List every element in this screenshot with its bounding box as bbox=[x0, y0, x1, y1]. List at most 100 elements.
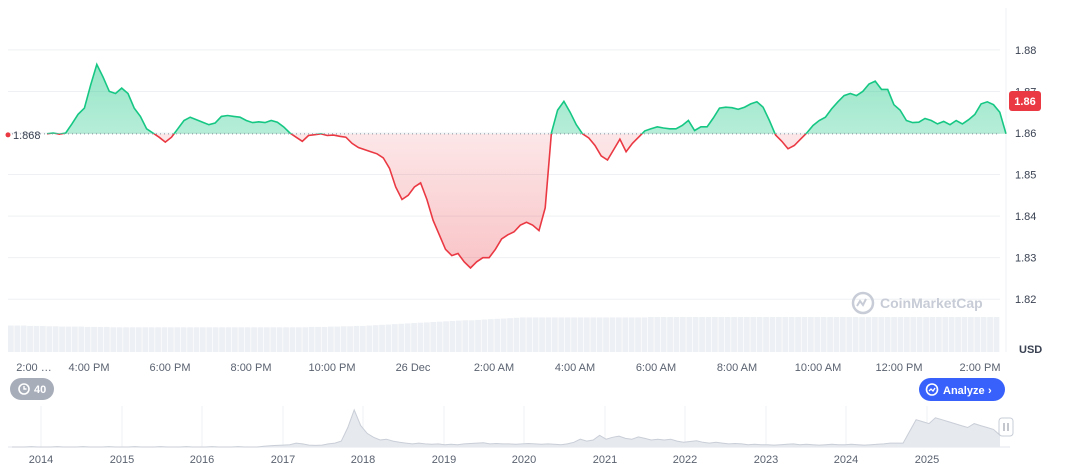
volume-bar bbox=[539, 317, 545, 352]
volume-bar bbox=[308, 326, 315, 352]
volume-bar bbox=[827, 317, 833, 352]
volume-bar bbox=[552, 317, 558, 352]
volume-bar bbox=[52, 326, 59, 352]
volume-bar bbox=[161, 327, 168, 352]
volume-bar bbox=[635, 317, 641, 352]
volume-bar bbox=[27, 325, 33, 352]
volume-bar bbox=[46, 326, 53, 352]
navigator-year-label: 2023 bbox=[754, 454, 778, 466]
volume-bar bbox=[110, 327, 117, 352]
volume-bar bbox=[72, 326, 78, 352]
navigator-year-label: 2018 bbox=[351, 454, 375, 466]
volume-bar bbox=[769, 317, 776, 352]
volume-bar bbox=[475, 319, 481, 352]
price-line-down bbox=[47, 133, 1006, 270]
volume-bar bbox=[353, 325, 360, 352]
analyze-button[interactable]: Analyze › bbox=[919, 378, 1005, 401]
baseline: 1.868 bbox=[5, 130, 1000, 142]
history-icon-hands bbox=[23, 386, 27, 390]
volume-bar bbox=[244, 327, 251, 352]
y-axis: 1.881.871.861.851.841.831.82 bbox=[1015, 45, 1036, 306]
volume-bar bbox=[910, 317, 917, 352]
volume-bar bbox=[865, 317, 872, 352]
volume-bar bbox=[340, 326, 347, 352]
volume-bar bbox=[59, 326, 65, 352]
x-tick-label: 10:00 AM bbox=[795, 362, 841, 374]
navigator-year-label: 2019 bbox=[432, 454, 456, 466]
time-navigator[interactable]: 2014 2015 2016 2017 2018 2019 2020 2021 2022 2023… bbox=[8, 406, 1010, 466]
volume-bar bbox=[187, 327, 193, 352]
volume-bar bbox=[257, 327, 264, 352]
volume-bar bbox=[296, 327, 302, 352]
analyze-chevron-icon: › bbox=[988, 385, 992, 397]
analyze-icon-mark bbox=[928, 387, 936, 393]
volume-bar bbox=[315, 326, 321, 352]
price-line-up bbox=[46, 62, 1007, 134]
y-tick-label: 1.84 bbox=[1015, 211, 1036, 223]
volume-bar bbox=[558, 317, 565, 352]
volume-bar bbox=[564, 317, 571, 352]
volume-bar bbox=[123, 327, 129, 352]
volume-bar bbox=[212, 327, 219, 352]
volume-bar bbox=[398, 323, 405, 352]
volume-bar bbox=[571, 317, 577, 352]
volume-bar bbox=[321, 326, 328, 352]
navigator-year-label: 2017 bbox=[271, 454, 295, 466]
volume-bar bbox=[481, 319, 488, 352]
navigator-year-label: 2014 bbox=[29, 454, 53, 466]
navigator-year-label: 2021 bbox=[593, 454, 617, 466]
volume-bar bbox=[878, 317, 885, 352]
volume-bar bbox=[692, 317, 699, 352]
volume-bar bbox=[430, 322, 437, 352]
volume-bar bbox=[788, 317, 795, 352]
volume-bar bbox=[238, 327, 245, 352]
x-tick-label: 8:00 PM bbox=[231, 362, 272, 374]
volume-bar bbox=[488, 319, 494, 352]
volume-bar bbox=[424, 322, 430, 352]
volume-bar bbox=[404, 323, 411, 352]
volume-bar bbox=[264, 327, 270, 352]
cmc-logo-icon bbox=[851, 291, 875, 315]
volume-bar bbox=[148, 327, 155, 352]
volume-bar bbox=[712, 317, 718, 352]
volume-bar bbox=[980, 317, 987, 352]
history-counter-bg[interactable] bbox=[10, 378, 54, 400]
area-above-baseline bbox=[47, 64, 1006, 134]
volume-bar bbox=[846, 317, 853, 352]
watermark-text: CoinMarketCap bbox=[880, 295, 983, 311]
y-tick-label: 1.86 bbox=[1015, 128, 1036, 140]
current-price-badge: 1.86 bbox=[1009, 91, 1041, 111]
history-count: 40 bbox=[34, 384, 46, 396]
volume-bar bbox=[136, 327, 142, 352]
y-tick-label: 1.88 bbox=[1015, 45, 1036, 57]
navigator-year-label: 2024 bbox=[834, 454, 858, 466]
volume-bar bbox=[174, 327, 181, 352]
volume-bar bbox=[750, 317, 757, 352]
volume-bar bbox=[648, 317, 654, 352]
navigator-handle-bg[interactable] bbox=[998, 417, 1014, 437]
volume-bars bbox=[8, 317, 1000, 352]
volume-bar bbox=[622, 317, 629, 352]
area-below-baseline bbox=[47, 133, 1006, 268]
history-counter-button[interactable]: 40 bbox=[10, 378, 54, 400]
volume-bar bbox=[776, 317, 782, 352]
navigator-handle[interactable] bbox=[998, 417, 1014, 437]
volume-bar bbox=[577, 317, 584, 352]
volume-bar bbox=[859, 317, 865, 352]
analyze-button-bg[interactable] bbox=[919, 378, 1005, 401]
volume-bar bbox=[494, 318, 501, 352]
volume-bar bbox=[916, 317, 923, 352]
volume-bar bbox=[987, 317, 993, 352]
volume-bar bbox=[731, 317, 737, 352]
volume-bar bbox=[225, 327, 232, 352]
x-tick-label: 2:00 … bbox=[16, 362, 51, 374]
volume-bar bbox=[641, 317, 648, 352]
volume-bar bbox=[814, 317, 821, 352]
volume-bar bbox=[104, 326, 110, 352]
volume-bar bbox=[942, 317, 949, 352]
volume-bar bbox=[923, 317, 929, 352]
volume-bar bbox=[872, 317, 878, 352]
unit-label: USD bbox=[1019, 344, 1042, 356]
